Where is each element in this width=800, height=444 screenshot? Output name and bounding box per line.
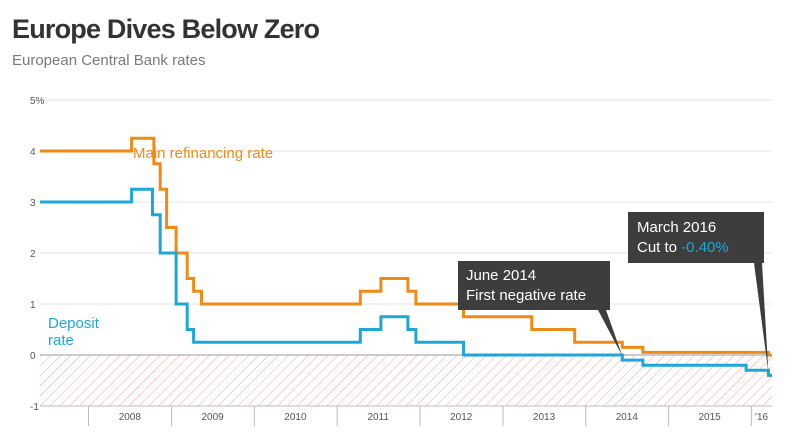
series-line-deposit xyxy=(40,187,772,377)
annotation-box-march-2016 xyxy=(628,212,764,263)
negative-rate-region xyxy=(40,355,772,406)
x-tick-label: 2009 xyxy=(201,412,224,423)
annotation-prefix: Cut to xyxy=(637,239,681,256)
chart-title: Europe Dives Below Zero xyxy=(12,14,320,44)
y-tick-label: 4 xyxy=(30,147,36,158)
annotation-text: June 2014 xyxy=(466,267,536,284)
grid xyxy=(40,99,772,305)
x-tick-label: 2015 xyxy=(698,412,721,423)
annotation-box-june-2014 xyxy=(458,261,610,310)
y-tick-label: -1 xyxy=(30,402,39,413)
x-tick-label: 2012 xyxy=(450,412,473,423)
annotations: June 2014 First negative rate March 2016 Cu… xyxy=(458,212,769,373)
annotation-pointer xyxy=(598,310,623,356)
y-tick-label: 5% xyxy=(30,96,45,107)
x-tick-label: 2014 xyxy=(616,412,639,423)
x-tick-label: 2008 xyxy=(119,412,142,423)
chart-subtitle: European Central Bank rates xyxy=(12,52,206,69)
y-tick-label: 1 xyxy=(30,300,36,311)
annotation-value: -0.40% xyxy=(681,239,729,256)
y-tick-label: 0 xyxy=(30,351,36,362)
annotation-pointer xyxy=(754,263,769,373)
x-tick-label: 2013 xyxy=(533,412,556,423)
annotation-text: Cut to -0.40% xyxy=(637,239,729,256)
x-tick-label: 2010 xyxy=(284,412,307,423)
series-line-main-refinancing xyxy=(40,136,772,357)
annotation-text: March 2016 xyxy=(637,219,716,236)
axes: 5% 4 3 2 1 0 -1 2008 2009 2010 2011 2012 2013 2014 201… xyxy=(30,96,772,426)
y-tick-label: 2 xyxy=(30,249,36,260)
x-tick-label: '16 xyxy=(755,412,768,423)
series xyxy=(39,136,773,377)
y-tick-label: 3 xyxy=(30,198,36,209)
x-tick-label: 2011 xyxy=(367,412,389,423)
series-label-deposit: rate xyxy=(48,332,74,349)
series-label-main-refinancing: Main refinancing rate xyxy=(133,145,273,162)
series-label-deposit: Deposit xyxy=(48,315,100,332)
annotation-text: First negative rate xyxy=(466,287,586,304)
